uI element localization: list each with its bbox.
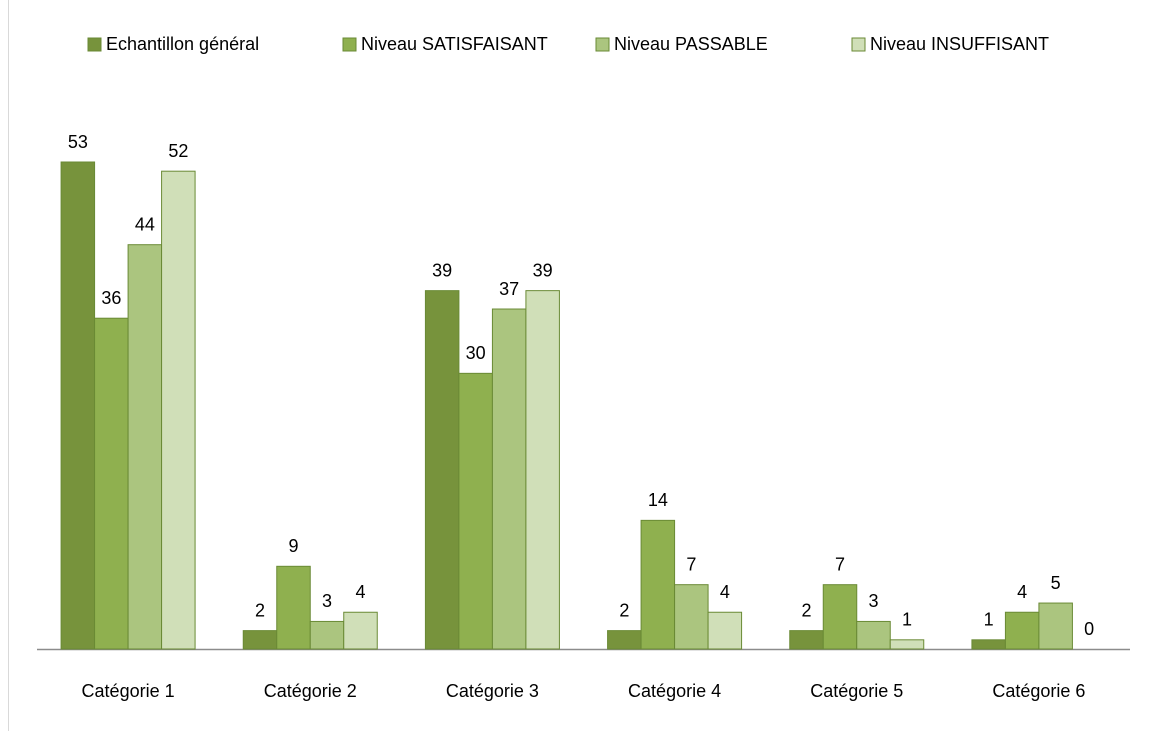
bar — [525, 290, 560, 650]
data-label: 36 — [101, 288, 121, 308]
bar — [1004, 611, 1040, 650]
legend-swatch — [342, 37, 357, 52]
bar — [161, 170, 196, 650]
legend-swatch — [851, 37, 866, 52]
bar — [94, 317, 129, 650]
data-label: 2 — [255, 600, 265, 620]
data-label: 9 — [288, 536, 298, 556]
bar — [640, 519, 676, 650]
bar — [60, 161, 96, 650]
legend-label: Niveau INSUFFISANT — [870, 34, 1049, 54]
data-label: 44 — [135, 214, 155, 234]
bar — [1038, 602, 1073, 650]
bar — [309, 620, 345, 650]
legend-swatch — [595, 37, 610, 52]
x-tick-label: Catégorie 4 — [628, 681, 721, 701]
x-tick-label: Catégorie 2 — [264, 681, 357, 701]
data-label: 5 — [1051, 573, 1061, 593]
data-label: 4 — [1017, 582, 1027, 602]
data-label: 3 — [868, 591, 878, 611]
data-label: 0 — [1084, 619, 1094, 639]
bar — [889, 639, 925, 650]
bar — [856, 620, 891, 650]
data-label: 4 — [355, 582, 365, 602]
data-label: 1 — [984, 610, 994, 630]
legend-label: Echantillon général — [106, 34, 259, 54]
data-label: 7 — [686, 554, 696, 574]
bar — [491, 308, 527, 650]
x-tick-label: Catégorie 3 — [446, 681, 539, 701]
data-label: 53 — [68, 132, 88, 152]
bar — [458, 372, 493, 650]
data-label: 1 — [902, 610, 912, 630]
bar — [424, 290, 460, 650]
bar — [707, 611, 743, 650]
bar — [343, 611, 378, 650]
legend-swatch — [87, 37, 102, 52]
bar — [822, 584, 858, 650]
data-label: 30 — [466, 343, 486, 363]
data-label: 37 — [499, 279, 519, 299]
data-label: 39 — [533, 260, 553, 280]
chart-frame — [8, 0, 9, 731]
data-label: 4 — [720, 582, 730, 602]
data-label: 2 — [619, 600, 629, 620]
x-tick-label: Catégorie 5 — [810, 681, 903, 701]
x-tick-label: Catégorie 1 — [82, 681, 175, 701]
bar — [789, 630, 824, 650]
x-tick-label: Catégorie 6 — [992, 681, 1085, 701]
bar — [127, 244, 163, 650]
data-label: 2 — [801, 600, 811, 620]
bar — [276, 565, 311, 650]
legend-label: Niveau SATISFAISANT — [361, 34, 548, 54]
data-label: 52 — [168, 141, 188, 161]
data-label: 39 — [432, 260, 452, 280]
bar — [674, 584, 709, 650]
bar — [971, 639, 1006, 650]
data-label: 3 — [322, 591, 332, 611]
bar — [242, 630, 278, 650]
data-label: 7 — [835, 554, 845, 574]
bar — [607, 630, 642, 650]
legend-label: Niveau PASSABLE — [614, 34, 768, 54]
data-label: 14 — [648, 490, 668, 510]
